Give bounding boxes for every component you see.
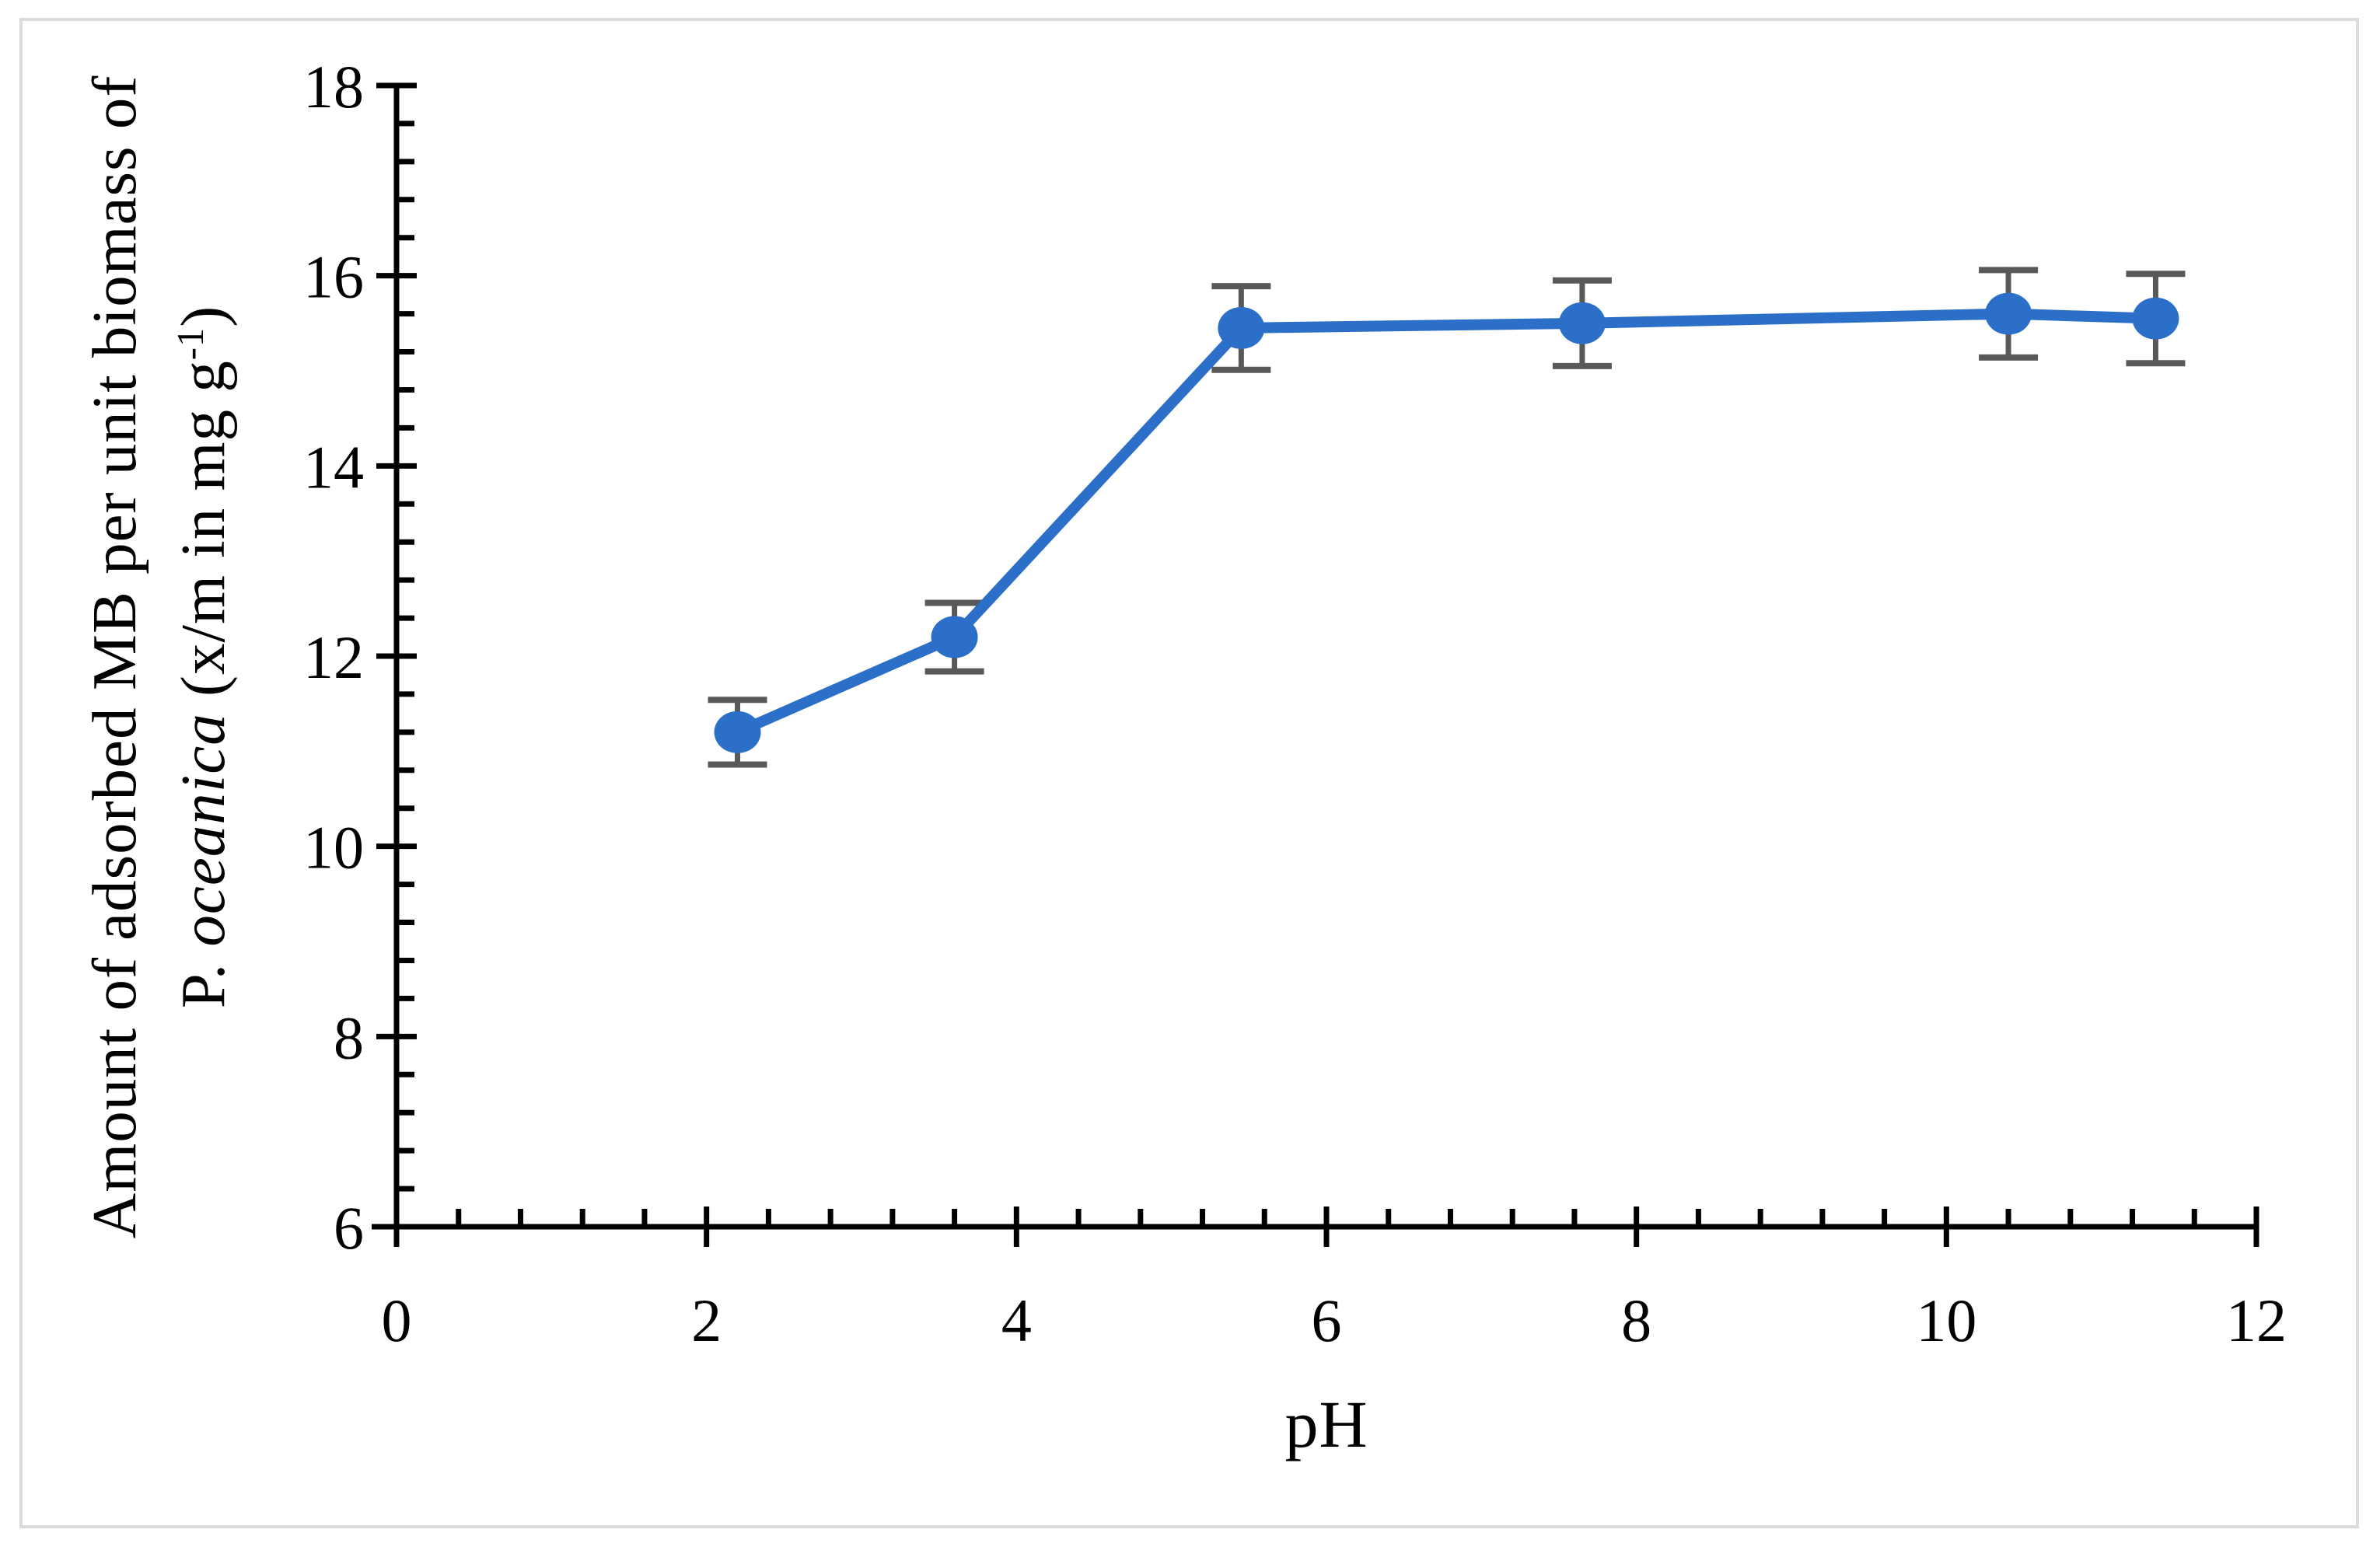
y-tick-label: 12 bbox=[303, 623, 364, 691]
y-tick-label: 14 bbox=[303, 433, 364, 501]
y-tick-label: 6 bbox=[334, 1194, 364, 1262]
data-point-marker bbox=[2132, 297, 2179, 340]
series-line bbox=[732, 308, 2162, 738]
data-point-marker bbox=[1218, 306, 1265, 349]
y-axis-title-line1: Amount of adsorbed MB per unit biomass o… bbox=[79, 75, 149, 1239]
superscript-exponent: -1 bbox=[170, 327, 212, 361]
x-tick-label: 10 bbox=[1916, 1287, 1976, 1354]
y-tick-label: 16 bbox=[303, 243, 364, 311]
y-axis-title-line2: P. oceanica (x/m in mg g-1) bbox=[168, 305, 238, 1009]
x-tick-label: 4 bbox=[1001, 1287, 1032, 1354]
data-point-marker bbox=[931, 616, 978, 658]
x-tick-label: 12 bbox=[2226, 1287, 2287, 1354]
y-axis-title: Amount of adsorbed MB per unit biomass o… bbox=[70, 35, 252, 1279]
x-tick-label: 0 bbox=[382, 1287, 412, 1354]
data-point-marker bbox=[1558, 302, 1606, 344]
data-point-marker bbox=[1985, 292, 2032, 335]
species-name-italic: oceanica bbox=[168, 713, 238, 947]
x-tick-label: 8 bbox=[1621, 1287, 1651, 1354]
y-tick-label: 10 bbox=[303, 814, 364, 882]
x-tick-label: 2 bbox=[691, 1287, 722, 1354]
x-tick-label: 6 bbox=[1312, 1287, 1342, 1354]
x-axis-title: pH bbox=[1284, 1387, 1368, 1461]
y-tick-label: 8 bbox=[334, 1004, 364, 1071]
y-tick-label: 18 bbox=[303, 53, 364, 120]
data-point-marker bbox=[714, 711, 761, 753]
